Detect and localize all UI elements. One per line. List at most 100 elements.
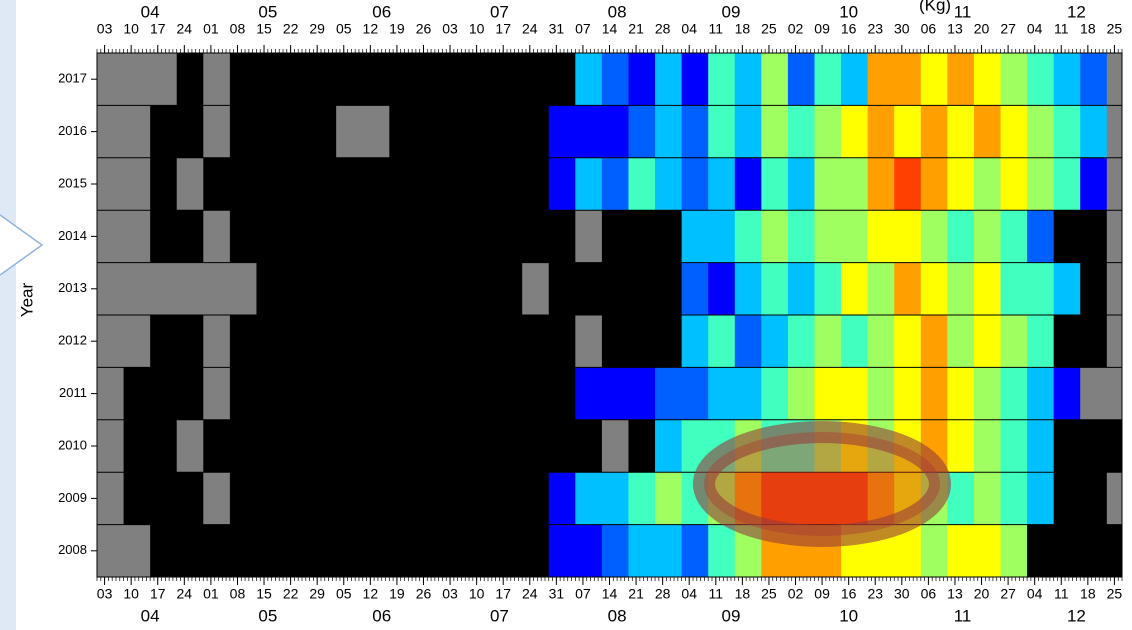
- cell: [1080, 210, 1108, 263]
- cell: [469, 419, 497, 473]
- cell: [176, 53, 204, 106]
- cell: [415, 53, 443, 106]
- x-tick-label: 04: [1027, 21, 1043, 37]
- missing-cell: [176, 419, 204, 473]
- cell: [362, 419, 390, 473]
- cell: [548, 262, 576, 315]
- cell: [415, 419, 443, 473]
- cell: [256, 262, 284, 315]
- missing-cell: [123, 524, 151, 577]
- cell: [734, 105, 762, 158]
- missing-cell: [123, 157, 151, 211]
- x-tick-label: 27: [1000, 586, 1016, 602]
- cell: [1000, 419, 1028, 473]
- cell: [973, 53, 1002, 106]
- y-tick-label: 2016: [58, 123, 87, 138]
- cell: [256, 472, 284, 525]
- month-label: 04: [141, 606, 160, 625]
- cell: [655, 315, 683, 368]
- cell: [628, 105, 656, 158]
- y-tick-label: 2013: [58, 280, 87, 295]
- cell: [1080, 53, 1108, 106]
- cell: [150, 315, 178, 368]
- cell: [628, 315, 656, 368]
- cell: [867, 367, 895, 420]
- cell: [309, 53, 337, 106]
- cell: [256, 105, 284, 158]
- cell: [522, 105, 550, 158]
- cell: [1027, 524, 1055, 577]
- cell: [867, 157, 895, 211]
- x-tick-label: 11: [1054, 586, 1069, 602]
- cell: [787, 210, 815, 263]
- month-label: 05: [258, 2, 277, 21]
- cell: [841, 472, 869, 525]
- x-tick-label: 23: [867, 586, 883, 602]
- cell: [548, 472, 576, 525]
- cell: [1053, 419, 1081, 473]
- missing-cell: [123, 53, 151, 106]
- cell: [947, 367, 975, 420]
- cell: [841, 105, 869, 158]
- cell: [176, 210, 204, 263]
- cell: [655, 157, 683, 211]
- x-tick-label: 13: [947, 21, 963, 37]
- cell: [442, 210, 470, 263]
- cell: [495, 367, 523, 420]
- cell: [522, 367, 550, 420]
- cell: [548, 419, 576, 473]
- cell: [841, 367, 869, 420]
- x-tick-label: 15: [256, 21, 272, 37]
- cell: [841, 53, 869, 106]
- cell: [681, 315, 709, 368]
- y-tick-label: 2008: [58, 542, 87, 557]
- cell: [389, 419, 417, 473]
- cell: [415, 315, 443, 368]
- x-tick-label: 25: [1107, 21, 1123, 37]
- cell: [947, 315, 975, 368]
- missing-cell: [203, 105, 231, 158]
- cell: [256, 157, 284, 211]
- cell: [256, 367, 284, 420]
- cell: [469, 262, 497, 315]
- cell: [336, 53, 364, 106]
- cell: [628, 157, 656, 211]
- cell: [655, 53, 683, 106]
- month-label: 09: [722, 2, 741, 21]
- cell: [309, 262, 337, 315]
- cell: [575, 524, 603, 577]
- cell: [681, 105, 709, 158]
- cell: [548, 105, 576, 158]
- cell: [229, 210, 257, 263]
- month-label: 12: [1067, 2, 1086, 21]
- x-tick-label: 07: [575, 21, 591, 37]
- x-tick-label: 05: [336, 21, 352, 37]
- cell: [708, 524, 736, 577]
- x-tick-label: 30: [894, 21, 910, 37]
- y-tick-label: 2009: [58, 490, 87, 505]
- month-label: 12: [1067, 606, 1086, 625]
- missing-cell: [123, 262, 151, 315]
- x-tick-label: 10: [123, 586, 139, 602]
- cell: [389, 472, 417, 525]
- cell: [681, 53, 709, 106]
- cell: [283, 157, 311, 211]
- cell: [734, 210, 762, 263]
- x-tick-label: 17: [495, 586, 511, 602]
- cell: [1000, 105, 1028, 158]
- cell: [336, 419, 364, 473]
- cell: [389, 367, 417, 420]
- cell: [283, 210, 311, 263]
- missing-cell: [97, 419, 125, 473]
- cell: [203, 157, 231, 211]
- cell: [814, 472, 842, 525]
- missing-cell: [1106, 472, 1123, 525]
- cell: [283, 105, 311, 158]
- x-tick-label: 30: [894, 586, 910, 602]
- cell: [389, 157, 417, 211]
- cell: [150, 105, 178, 158]
- cell: [229, 105, 257, 158]
- cell: [841, 157, 869, 211]
- cell: [655, 367, 683, 420]
- cell: [229, 472, 257, 525]
